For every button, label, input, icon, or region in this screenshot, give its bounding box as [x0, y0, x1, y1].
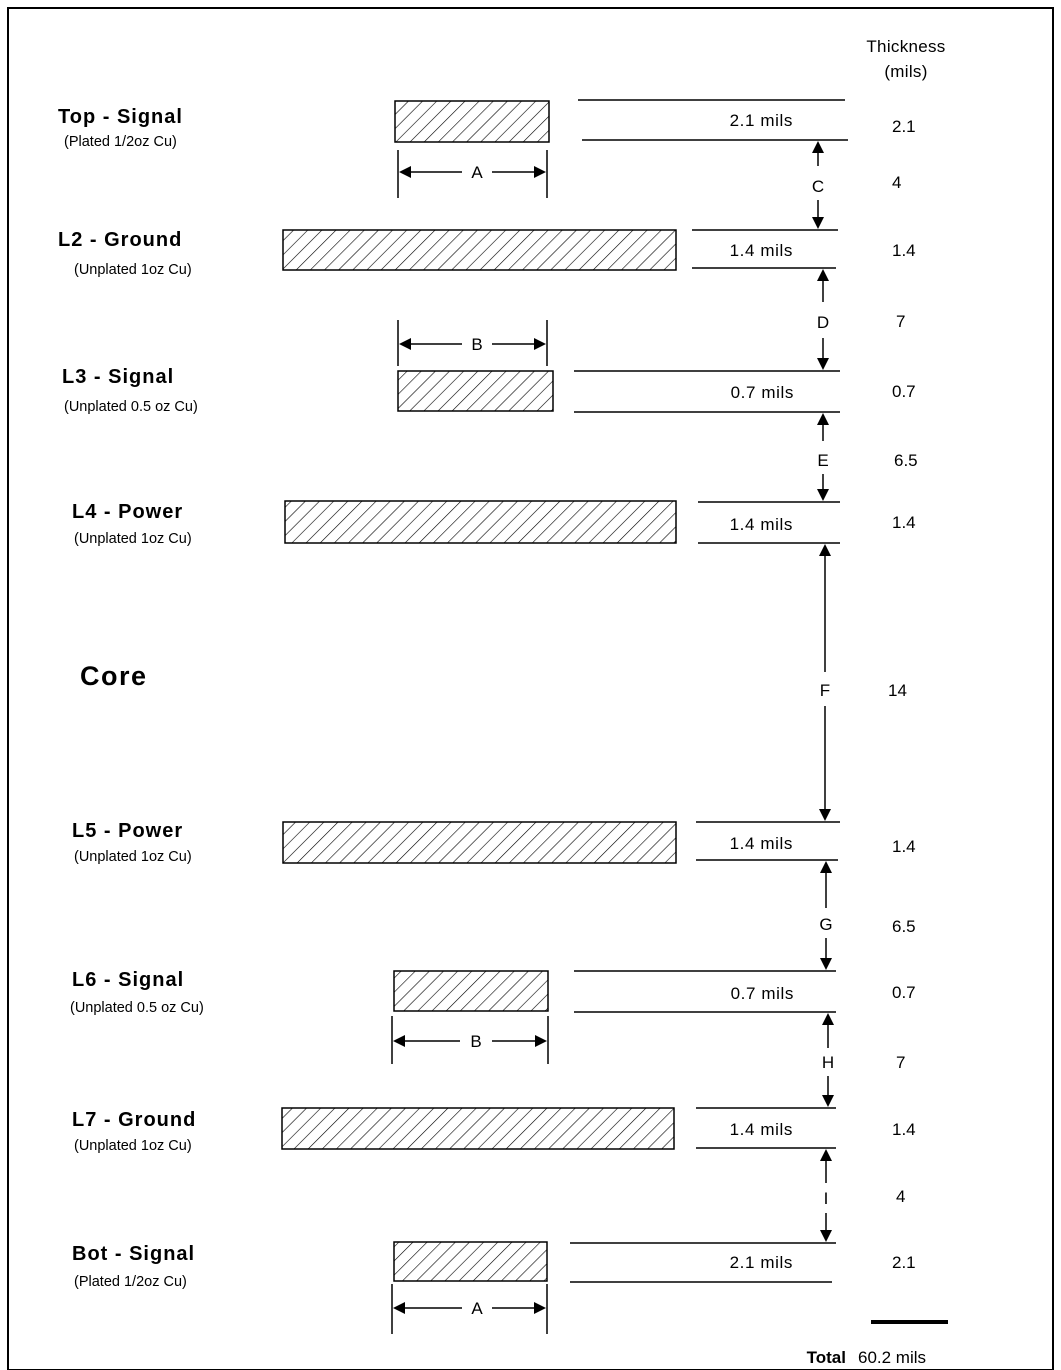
thickness-c: 4 [892, 173, 901, 192]
thickness-l6: 0.7 [892, 983, 916, 1002]
mils-label-l4: 1.4 mils [730, 515, 793, 534]
layer-name-l4: L4 - Power [72, 501, 183, 523]
thickness-header-line1: Thickness [866, 37, 945, 56]
layer-sub-top: (Plated 1/2oz Cu) [64, 134, 177, 150]
layer-sub-bot: (Plated 1/2oz Cu) [74, 1274, 187, 1290]
dielectric-label-g: G [819, 915, 832, 934]
layer-name-bot: Bot - Signal [72, 1243, 195, 1265]
plane-l2 [282, 229, 677, 271]
mils-label-l3: 0.7 mils [731, 383, 794, 402]
mils-label-bot: 2.1 mils [730, 1253, 793, 1272]
mils-label-l6: 0.7 mils [731, 984, 794, 1003]
mils-label-l7: 1.4 mils [730, 1120, 793, 1139]
trace-l3 [397, 370, 554, 412]
layer-sub-l4: (Unplated 1oz Cu) [74, 531, 192, 547]
thickness-h: 7 [896, 1053, 905, 1072]
thickness-d: 7 [896, 312, 905, 331]
diagram-border [7, 7, 1054, 1370]
layer-sub-l3: (Unplated 0.5 oz Cu) [64, 399, 198, 415]
thickness-i: 4 [896, 1187, 905, 1206]
trace-l6 [393, 970, 549, 1012]
width-label-b-upper: B [471, 335, 482, 354]
layer-name-l2: L2 - Ground [58, 229, 182, 251]
trace-bot [393, 1241, 548, 1282]
width-label-b-lower: B [470, 1032, 481, 1051]
thickness-l7: 1.4 [892, 1120, 916, 1139]
plane-l5 [282, 821, 677, 864]
layer-name-l7: L7 - Ground [72, 1109, 196, 1131]
thickness-g: 6.5 [892, 917, 916, 936]
dielectric-label-h: H [822, 1053, 834, 1072]
thickness-top: 2.1 [892, 117, 916, 136]
thickness-bot: 2.1 [892, 1253, 916, 1272]
thickness-e: 6.5 [894, 451, 918, 470]
core-label: Core [80, 661, 148, 691]
plane-l4 [284, 500, 677, 544]
layer-name-l6: L6 - Signal [72, 969, 184, 991]
dielectric-label-e: E [817, 451, 828, 470]
dielectric-arrows [812, 141, 834, 1242]
layer-boundary-lines [570, 99, 848, 1283]
width-dimension-arrows [391, 150, 549, 1334]
thickness-l4: 1.4 [892, 513, 916, 532]
layer-name-top: Top - Signal [58, 106, 183, 128]
thickness-l5: 1.4 [892, 837, 916, 856]
mils-label-l5: 1.4 mils [730, 834, 793, 853]
width-label-a-top: A [471, 163, 483, 182]
plane-l7 [281, 1107, 675, 1150]
thickness-f: 14 [888, 681, 907, 700]
dielectric-label-f: F [820, 681, 830, 700]
layer-sub-l7: (Unplated 1oz Cu) [74, 1138, 192, 1154]
thickness-l3: 0.7 [892, 382, 916, 401]
total-label: Total [807, 1348, 846, 1367]
layer-name-l5: L5 - Power [72, 820, 183, 842]
trace-top [394, 100, 550, 143]
dielectric-label-c: C [812, 177, 824, 196]
mils-label-top: 2.1 mils [730, 111, 793, 130]
width-label-a-bottom: A [471, 1299, 483, 1318]
layer-sub-l6: (Unplated 0.5 oz Cu) [70, 1000, 204, 1016]
thickness-header-line2: (mils) [884, 62, 927, 81]
layer-sub-l5: (Unplated 1oz Cu) [74, 849, 192, 865]
layer-sub-l2: (Unplated 1oz Cu) [74, 262, 192, 278]
dielectric-label-i: I [824, 1189, 829, 1208]
mils-label-l2: 1.4 mils [730, 241, 793, 260]
dielectric-label-d: D [817, 313, 829, 332]
thickness-l2: 1.4 [892, 241, 916, 260]
total-value: 60.2 mils [858, 1348, 926, 1367]
layer-name-l3: L3 - Signal [62, 366, 174, 388]
